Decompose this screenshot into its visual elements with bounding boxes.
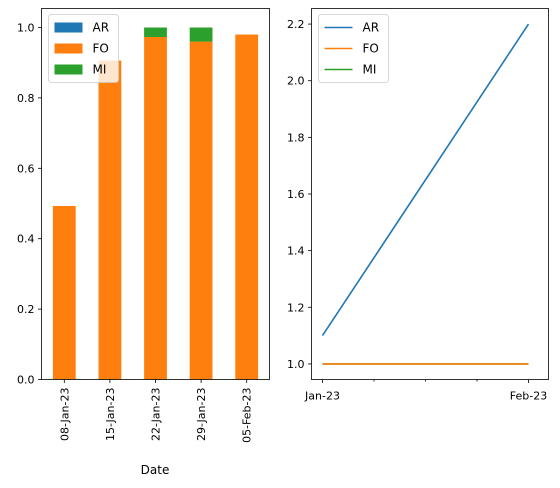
legend-label: FO: [363, 42, 379, 56]
y-axis: 0.0 0.2 0.4 0.6 0.8 1.0: [17, 22, 42, 387]
x-axis: 08-Jan-23 15-Jan-23 22-Jan-23 29-Jan-23 05-F…: [58, 379, 254, 443]
x-axis-label: Date: [141, 463, 170, 477]
legend-swatch: [54, 22, 83, 33]
y-axis: 1.0 1.2 1.4 1.6 1.8 2.0 2.2: [287, 18, 312, 371]
legend-box: [318, 14, 389, 83]
line-series-group: [321, 23, 530, 365]
y-tick-label: 2.0: [287, 75, 305, 88]
y-tick-label: 1.0: [17, 22, 35, 35]
x-tick-label: 15-Jan-23: [104, 388, 117, 442]
bar-mi-2: [144, 27, 167, 38]
plot-frame: [41, 8, 270, 380]
x-tick-label: Jan-23: [304, 390, 340, 403]
legend-label: MI: [363, 63, 377, 77]
bar-fo-4: [235, 34, 259, 380]
legend-swatch: [54, 43, 83, 54]
x-tick-label: 08-Jan-23: [58, 388, 71, 442]
y-tick-label: 1.2: [287, 301, 305, 314]
y-tick-label: 0.0: [17, 374, 35, 387]
y-tick-label: 0.2: [17, 303, 35, 316]
bar-series-group: [52, 27, 259, 380]
legend: AR FO MI: [318, 14, 389, 83]
legend: AR FO MI: [48, 14, 119, 83]
x-tick-label: 29-Jan-23: [195, 388, 208, 442]
legend-label: AR: [363, 21, 380, 35]
y-tick-label: 1.6: [287, 188, 305, 201]
bar-chart-panel: 0.0 0.2 0.4 0.6 0.8 1.0 08-Jan-23 15-Jan-23 22-…: [17, 8, 270, 477]
y-tick-label: 1.8: [287, 131, 305, 144]
legend-swatch: [54, 64, 83, 75]
x-tick-label: Feb-23: [510, 390, 547, 403]
line-ar: [321, 23, 530, 337]
y-tick-label: 1.0: [287, 358, 305, 371]
plot-frame: [311, 8, 549, 380]
y-tick-label: 0.6: [17, 162, 35, 175]
bar-fo-1: [98, 60, 122, 380]
line-chart-panel: 1.0 1.2 1.4 1.6 1.8 2.0 2.2 Jan-23 Feb-23 AR FO M…: [287, 8, 549, 403]
bar-fo-0: [52, 205, 76, 380]
x-axis: Jan-23 Feb-23: [304, 379, 547, 403]
bar-fo-3: [189, 41, 213, 380]
y-tick-label: 0.4: [17, 233, 35, 246]
bar-mi-3: [189, 27, 213, 42]
bar-fo-2: [144, 37, 167, 380]
y-tick-label: 2.2: [287, 18, 305, 31]
legend-label: MI: [93, 63, 107, 77]
x-tick-label: 22-Jan-23: [150, 388, 163, 442]
legend-label: AR: [93, 21, 110, 35]
x-tick-label: 05-Feb-23: [241, 388, 254, 443]
legend-label: FO: [93, 42, 109, 56]
y-tick-label: 0.8: [17, 92, 35, 105]
y-tick-label: 1.4: [287, 245, 305, 258]
